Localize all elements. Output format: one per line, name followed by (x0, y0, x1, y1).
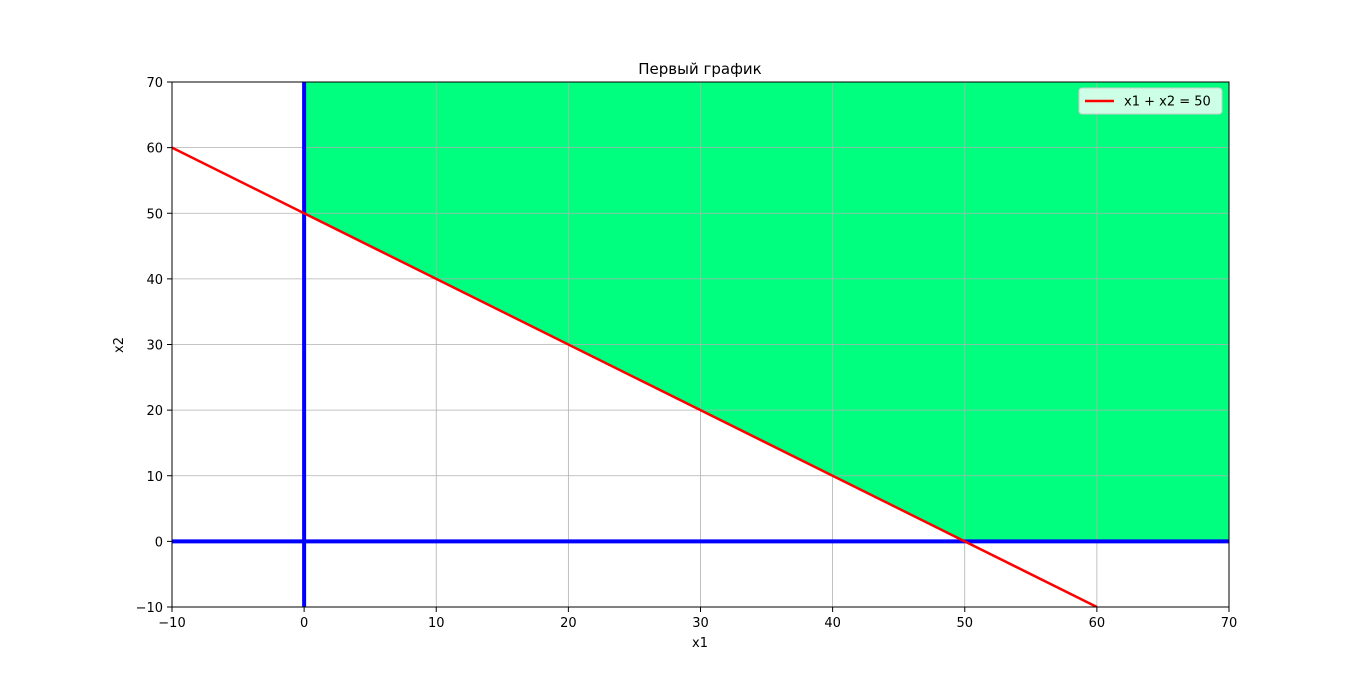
x-tick-label: 10 (428, 616, 445, 631)
x-axis-label: x1 (692, 636, 708, 651)
y-tick-label: 50 (146, 207, 163, 222)
legend-box (1078, 87, 1223, 115)
y-tick-label: −10 (136, 601, 163, 616)
feasible-region (304, 82, 1229, 542)
x-tick-label: 50 (956, 616, 973, 631)
plot-area (172, 82, 1229, 607)
x-tick-label: 20 (560, 616, 577, 631)
y-axis-label: x2 (112, 337, 127, 353)
x-tick-label: 70 (1221, 616, 1238, 631)
y-tick-label: 10 (146, 470, 163, 485)
legend-label: x1 + x2 = 50 (1124, 95, 1211, 110)
x-tick-label: −10 (158, 616, 185, 631)
y-tick-label: 40 (146, 273, 163, 288)
y-tick-label: 70 (146, 76, 163, 91)
legend: x1 + x2 = 50 (1078, 87, 1223, 115)
x-tick-label: 30 (692, 616, 709, 631)
series-line-0 (172, 146, 1098, 607)
x-tick-label: 40 (824, 616, 841, 631)
y-tick-label: 60 (146, 142, 163, 157)
x-tick-label: 0 (300, 616, 308, 631)
y-tick-label: 20 (146, 404, 163, 419)
x-tick-label: 60 (1089, 616, 1106, 631)
chart-title: Первый график (638, 60, 761, 78)
y-tick-label: 30 (146, 339, 163, 354)
y-tick-label: 0 (155, 535, 163, 550)
